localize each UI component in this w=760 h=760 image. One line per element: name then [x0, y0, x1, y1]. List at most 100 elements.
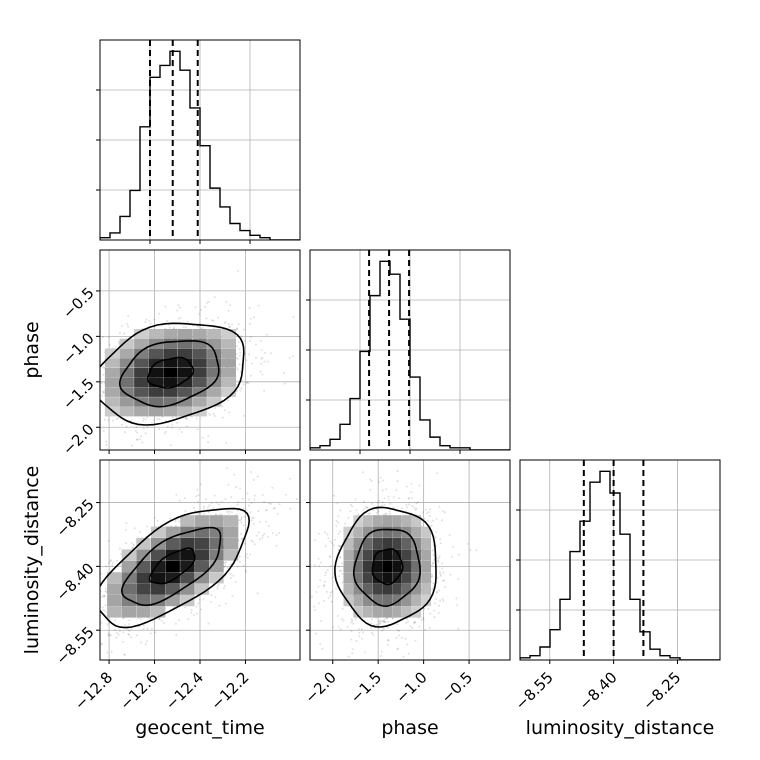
- scatter-point: [164, 432, 166, 435]
- scatter-point: [225, 467, 228, 470]
- scatter-point: [201, 436, 204, 439]
- density-cell: [136, 549, 151, 561]
- density-cell: [343, 583, 353, 595]
- scatter-point: [158, 312, 160, 315]
- scatter-point: [112, 419, 114, 422]
- scatter-point: [106, 651, 109, 654]
- density-cell: [421, 538, 431, 550]
- luminosity_distance-histogram-xtick-label-0: −8.55: [512, 668, 557, 713]
- scatter-point: [244, 555, 247, 558]
- density-cell: [192, 329, 207, 339]
- scatter-point: [276, 512, 279, 515]
- scatter-point: [132, 544, 135, 547]
- scatter-point: [278, 503, 281, 506]
- scatter-point: [383, 497, 386, 500]
- density-cell: [411, 526, 422, 538]
- density-cell: [192, 377, 207, 388]
- scatter-point: [324, 545, 327, 548]
- scatter-point: [149, 632, 152, 635]
- density-cell: [107, 595, 122, 607]
- scatter-point: [213, 296, 216, 299]
- scatter-point: [106, 493, 108, 495]
- scatter-point: [118, 630, 121, 633]
- density-cell: [104, 397, 120, 407]
- density-cell: [363, 549, 373, 561]
- density-cell: [163, 338, 178, 349]
- scatter-point: [317, 557, 320, 560]
- scatter-point: [223, 409, 226, 412]
- scatter-point: [107, 562, 110, 565]
- scatter-point: [240, 335, 243, 338]
- density-cell: [221, 358, 236, 368]
- scatter-point: [130, 636, 133, 639]
- scatter-point: [382, 620, 385, 623]
- scatter-point: [87, 600, 89, 602]
- scatter-point: [166, 425, 169, 428]
- density-cell: [382, 606, 392, 618]
- scatter-point: [102, 392, 105, 395]
- luminosity_distance-vs-phase-xtick-label-2: −1.0: [392, 668, 430, 706]
- scatter-point: [411, 626, 414, 629]
- scatter-point: [442, 510, 444, 513]
- density-cell: [372, 572, 383, 584]
- scatter-point: [235, 357, 238, 359]
- phase-vs-geocent_time-contour-0: [146, 356, 195, 389]
- scatter-point: [326, 533, 329, 536]
- scatter-point: [337, 626, 340, 628]
- scatter-point: [422, 617, 425, 620]
- scatter-point: [4, 387, 6, 389]
- scatter-point: [427, 607, 430, 610]
- scatter-point: [96, 363, 98, 365]
- scatter-point: [451, 555, 453, 558]
- density-cell: [392, 549, 402, 561]
- scatter-point: [295, 498, 298, 501]
- scatter-point: [92, 405, 94, 407]
- density-cell: [392, 560, 402, 572]
- scatter-point: [329, 540, 332, 543]
- scatter-point: [318, 565, 321, 568]
- scatter-point: [86, 399, 88, 401]
- scatter-point: [94, 426, 96, 428]
- scatter-point: [324, 571, 327, 574]
- scatter-point: [235, 328, 238, 331]
- scatter-point: [127, 623, 130, 626]
- density-cell: [177, 387, 193, 397]
- scatter-point: [235, 486, 238, 489]
- scatter-point: [150, 627, 153, 630]
- scatter-point: [195, 605, 198, 608]
- scatter-point: [107, 336, 110, 339]
- scatter-point: [435, 518, 438, 520]
- density-cell: [207, 387, 222, 397]
- scatter-point: [207, 511, 210, 514]
- density-cell: [382, 560, 392, 572]
- phase-histogram-step-line: [310, 260, 510, 450]
- scatter-point: [370, 618, 373, 621]
- scatter-point: [107, 634, 110, 637]
- density-cell: [165, 549, 180, 561]
- scatter-point: [329, 556, 332, 559]
- density-cell: [194, 560, 210, 572]
- scatter-point: [97, 387, 99, 389]
- scatter-point: [119, 547, 121, 550]
- scatter-point: [393, 506, 396, 509]
- scatter-point: [354, 618, 357, 621]
- scatter-point: [339, 545, 342, 548]
- density-cell: [209, 538, 224, 550]
- scatter-point: [42, 387, 44, 389]
- scatter-point: [186, 418, 189, 421]
- scatter-point: [396, 648, 399, 651]
- scatter-point: [351, 652, 354, 655]
- density-cell: [177, 358, 193, 368]
- scatter-point: [360, 628, 363, 631]
- scatter-point: [138, 438, 141, 441]
- density-cell: [402, 560, 412, 572]
- scatter-point: [338, 569, 341, 572]
- density-cell: [343, 595, 353, 607]
- density-cell: [221, 338, 236, 349]
- scatter-point: [378, 499, 380, 502]
- density-cell: [119, 406, 134, 417]
- scatter-point: [142, 417, 145, 420]
- density-cell: [165, 560, 180, 572]
- scatter-point: [395, 489, 398, 492]
- density-cell: [382, 595, 392, 607]
